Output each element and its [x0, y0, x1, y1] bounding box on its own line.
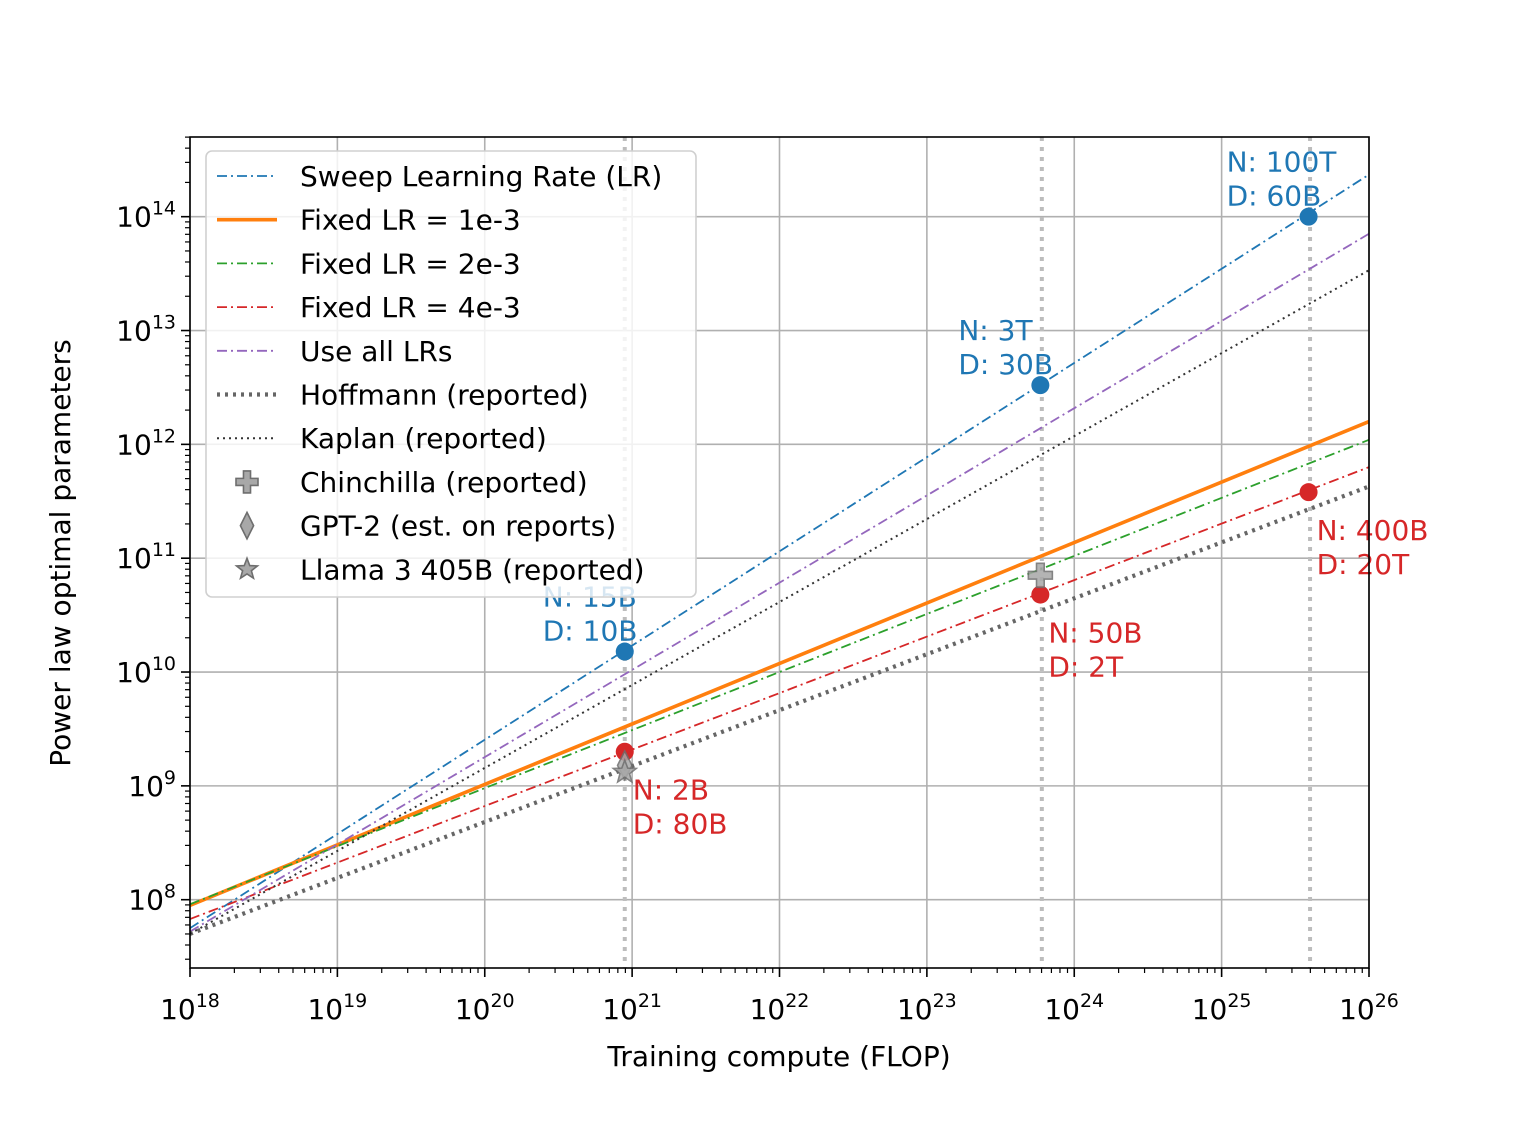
point-label: D: 30B [958, 348, 1053, 381]
annotated-point [1031, 376, 1050, 395]
x-tick-label: 1020 [455, 990, 515, 1026]
vertical-compute-markers [622, 137, 1313, 968]
point-label: N: 2B [633, 774, 709, 807]
legend-label: Sweep Learning Rate (LR) [300, 160, 662, 193]
series-line [190, 484, 1369, 936]
reference-points [611, 562, 1054, 784]
series-lines [190, 173, 1369, 936]
y-axis-label: Power law optimal parameters [44, 339, 77, 766]
legend-entry: Hoffmann (reported) [217, 379, 589, 412]
axes: 1018 1019 1020 1021 1022 1023 1024 1025 1026 108 1… [116, 136, 1399, 1026]
legend-label: Fixed LR = 1e-3 [300, 204, 521, 237]
legend-box [205, 150, 697, 598]
legend-label: Fixed LR = 2e-3 [300, 247, 521, 280]
y-tick-label: 1011 [116, 539, 176, 575]
y-tick-label: 109 [128, 767, 176, 803]
y-tick-label: 1013 [116, 312, 176, 348]
point-label: N: 50B [1048, 617, 1142, 650]
point-label: D: 60B [1227, 180, 1322, 213]
y-tick-label: 1010 [116, 653, 176, 689]
legend-entry: Use all LRs [217, 335, 452, 368]
legend-entry: GPT-2 (est. on reports) [239, 510, 616, 543]
point-label: D: 20T [1317, 548, 1411, 581]
legend-label: Hoffmann (reported) [300, 379, 589, 412]
annotated-point [1299, 207, 1318, 226]
y-tick-label: 108 [128, 881, 176, 917]
legend-entry: Kaplan (reported) [217, 422, 547, 455]
point-label: N: 100T [1227, 146, 1338, 179]
legend: Sweep Learning Rate (LR) Fixed LR = 1e-3 F… [205, 150, 697, 598]
x-tick-label: 1021 [602, 990, 662, 1026]
annotated-point [1031, 585, 1050, 604]
series-line [190, 232, 1369, 933]
y-tick-label: 1014 [116, 198, 176, 234]
legend-label: GPT-2 (est. on reports) [300, 510, 616, 543]
legend-label: Fixed LR = 4e-3 [300, 291, 521, 324]
series-line [190, 419, 1369, 908]
legend-entry: Fixed LR = 1e-3 [217, 204, 521, 237]
x-tick-label: 1025 [1192, 990, 1252, 1026]
legend-marker-star [234, 556, 260, 581]
reference-point-plus [1027, 562, 1054, 589]
point-label: N: 400B [1317, 514, 1429, 547]
x-tick-label: 1018 [160, 990, 220, 1026]
annotated-point [1299, 483, 1318, 502]
y-tick-label: 1012 [116, 425, 176, 461]
legend-entry: Sweep Learning Rate (LR) [217, 160, 662, 193]
point-label: D: 80B [633, 808, 728, 841]
series-line [190, 173, 1369, 929]
annotated-point [615, 642, 634, 661]
point-label: D: 10B [543, 615, 638, 648]
x-tick-label: 1022 [750, 990, 810, 1026]
point-label: D: 2T [1048, 651, 1124, 684]
legend-entry: Fixed LR = 2e-3 [217, 247, 521, 280]
legend-label: Kaplan (reported) [300, 422, 547, 455]
legend-entry: Fixed LR = 4e-3 [217, 291, 521, 324]
grid [189, 137, 1370, 968]
legend-marker-diamond [239, 510, 255, 541]
legend-entry: Llama 3 405B (reported) [234, 553, 645, 586]
legend-marker-plus [235, 470, 259, 494]
legend-entry: Chinchilla (reported) [235, 466, 588, 499]
legend-label: Llama 3 405B (reported) [300, 553, 645, 586]
x-tick-label: 1023 [897, 990, 957, 1026]
legend-label: Use all LRs [300, 335, 452, 368]
legend-label: Chinchilla (reported) [300, 466, 588, 499]
x-tick-label: 1019 [307, 990, 367, 1026]
x-axis-label: Training compute (FLOP) [606, 1040, 950, 1073]
reference-point-star [611, 757, 639, 784]
x-tick-label: 1024 [1044, 990, 1104, 1026]
x-tick-label: 1026 [1339, 990, 1399, 1026]
point-label: N: 3T [958, 314, 1033, 347]
series-line [190, 438, 1369, 906]
